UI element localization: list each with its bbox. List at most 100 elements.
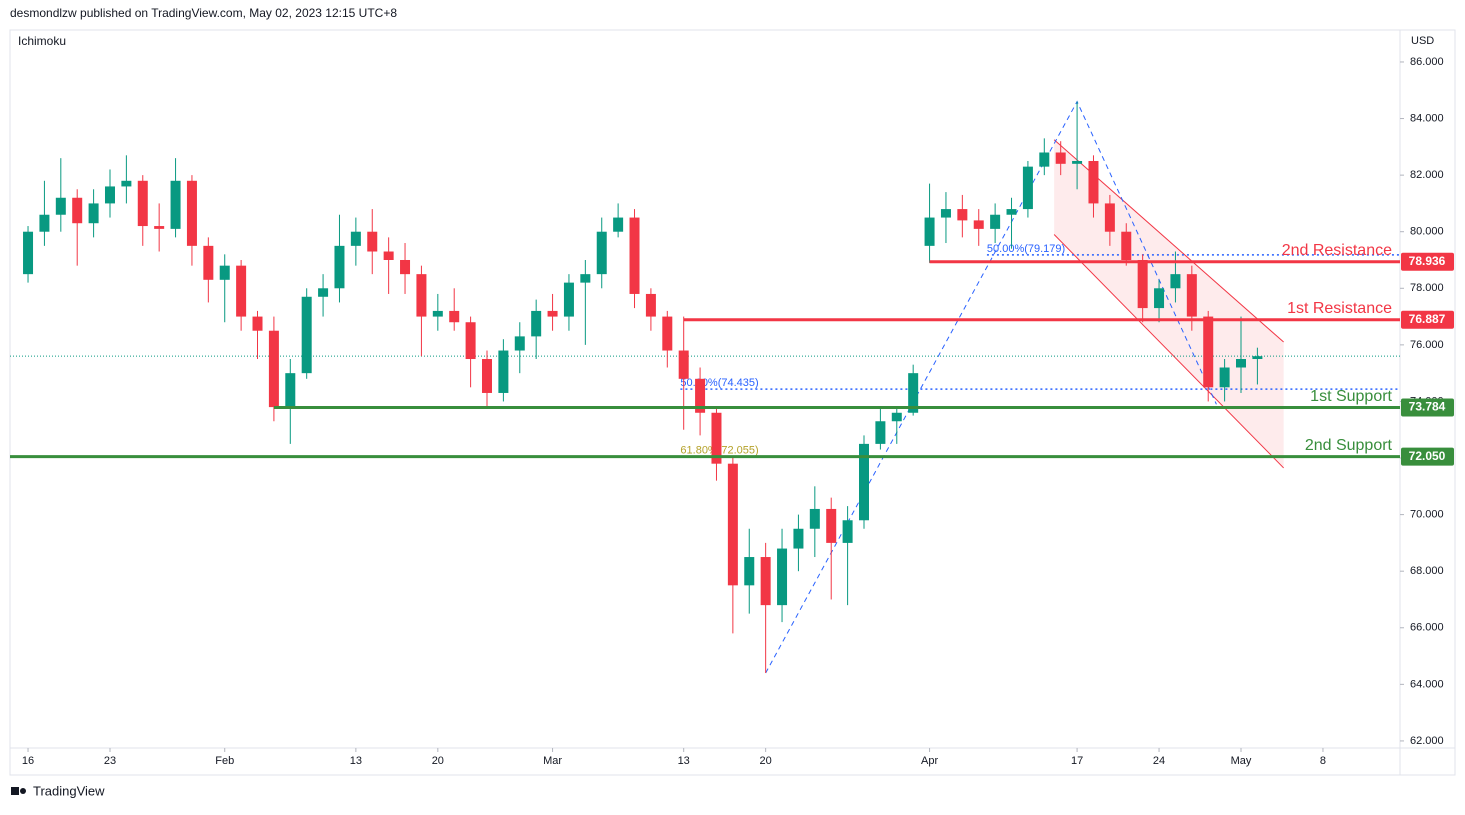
candle-body	[400, 259, 411, 275]
x-tick-label: Apr	[921, 755, 938, 767]
candle-body	[1154, 288, 1165, 309]
trend-line	[765, 100, 1217, 674]
x-tick-label: 16	[22, 755, 34, 767]
candle-body	[678, 350, 689, 379]
candle-body	[154, 226, 165, 229]
candle-body	[318, 288, 329, 297]
candle-body	[1039, 152, 1050, 167]
x-tick-label: 20	[760, 755, 772, 767]
candle-body	[858, 443, 869, 521]
y-tick-label: 78.000	[1410, 282, 1444, 294]
candle-body	[1055, 152, 1066, 164]
candle-body	[219, 265, 230, 280]
level-value-label: 78.936	[1409, 254, 1446, 268]
candle-body	[908, 373, 919, 413]
x-tick-label: 8	[1320, 755, 1326, 767]
candle-body	[940, 209, 951, 218]
candle-body	[1236, 359, 1247, 368]
candle-body	[1203, 316, 1214, 388]
candle-body	[514, 336, 525, 351]
candle-body	[563, 282, 574, 317]
candle-body	[891, 412, 902, 422]
candle-body	[793, 528, 804, 549]
candle-body	[924, 217, 935, 246]
y-tick-label: 80.000	[1410, 226, 1444, 238]
candle-body	[1137, 259, 1148, 309]
x-tick-label: 17	[1071, 755, 1083, 767]
candle-body	[826, 508, 837, 543]
y-tick-label: 68.000	[1410, 565, 1444, 577]
candle-body	[268, 330, 279, 408]
level-value-box	[1401, 310, 1454, 329]
x-tick-label: 13	[678, 755, 690, 767]
candle-body	[1252, 356, 1263, 360]
candle-body	[1170, 274, 1181, 289]
y-tick-label: 82.000	[1410, 169, 1444, 181]
candle-body	[973, 220, 984, 229]
candle-body	[1121, 231, 1132, 260]
currency: USD	[1411, 35, 1434, 47]
candle-body	[383, 251, 394, 260]
candle-body	[432, 310, 443, 317]
candle-body	[1072, 160, 1083, 164]
y-tick-label: 66.000	[1410, 622, 1444, 634]
level-value-label: 76.887	[1409, 312, 1446, 326]
candle-body	[252, 316, 263, 331]
y-tick-label: 76.000	[1410, 339, 1444, 351]
candle-body	[481, 359, 492, 393]
candle-body	[350, 231, 361, 246]
level-value-box	[1401, 252, 1454, 271]
candle-body	[531, 310, 542, 337]
candle-body	[777, 548, 788, 606]
candle-body	[203, 245, 214, 280]
candle-body	[957, 209, 968, 221]
candle-body	[1104, 203, 1115, 232]
level-name: 1st Resistance	[1287, 300, 1392, 317]
candle-body	[1022, 166, 1033, 210]
candle-body	[88, 203, 99, 224]
candle-body	[645, 293, 656, 317]
candle-body	[23, 231, 34, 275]
level-value-box	[1401, 398, 1454, 417]
x-tick-label: 24	[1153, 755, 1165, 767]
candle-body	[596, 231, 607, 275]
x-tick-label: Mar	[543, 755, 562, 767]
candle-body	[236, 265, 247, 317]
candle-body	[301, 296, 312, 374]
level-value-label: 72.050	[1409, 449, 1446, 463]
candle-body	[39, 214, 50, 232]
fib-label: 50.00%(74.435)	[680, 377, 758, 389]
candle-body	[285, 373, 296, 408]
x-tick-label: 23	[104, 755, 116, 767]
candle-body	[137, 180, 148, 227]
x-tick-label: May	[1231, 755, 1252, 767]
x-tick-label: Feb	[215, 755, 234, 767]
plot: 62.00064.00066.00068.00070.00072.00074.0…	[10, 56, 1454, 767]
candle-body	[695, 378, 706, 413]
frame	[9, 29, 1456, 776]
y-tick-label: 64.000	[1410, 678, 1444, 690]
candle-body	[465, 322, 476, 360]
candle-body	[104, 186, 115, 204]
candle-body	[498, 350, 509, 393]
candle-body	[727, 463, 738, 586]
candle-body	[547, 310, 558, 317]
level-name: 1st Support	[1310, 388, 1392, 405]
candle-body	[186, 180, 197, 246]
publisher: desmondlzw published on TradingView.com,…	[10, 6, 397, 20]
candle-body	[662, 316, 673, 351]
candle-body	[1006, 209, 1017, 215]
candle-body	[875, 421, 886, 444]
candle-body	[121, 180, 132, 187]
candle-body	[613, 217, 624, 232]
indicator: Ichimoku	[18, 34, 66, 48]
candle-body	[809, 508, 820, 529]
logo	[11, 787, 26, 795]
candle-body	[449, 310, 460, 323]
candle-body	[1186, 274, 1197, 317]
y-tick-label: 86.000	[1410, 56, 1444, 68]
y-tick-label: 70.000	[1410, 509, 1444, 521]
candle-body	[842, 520, 853, 543]
